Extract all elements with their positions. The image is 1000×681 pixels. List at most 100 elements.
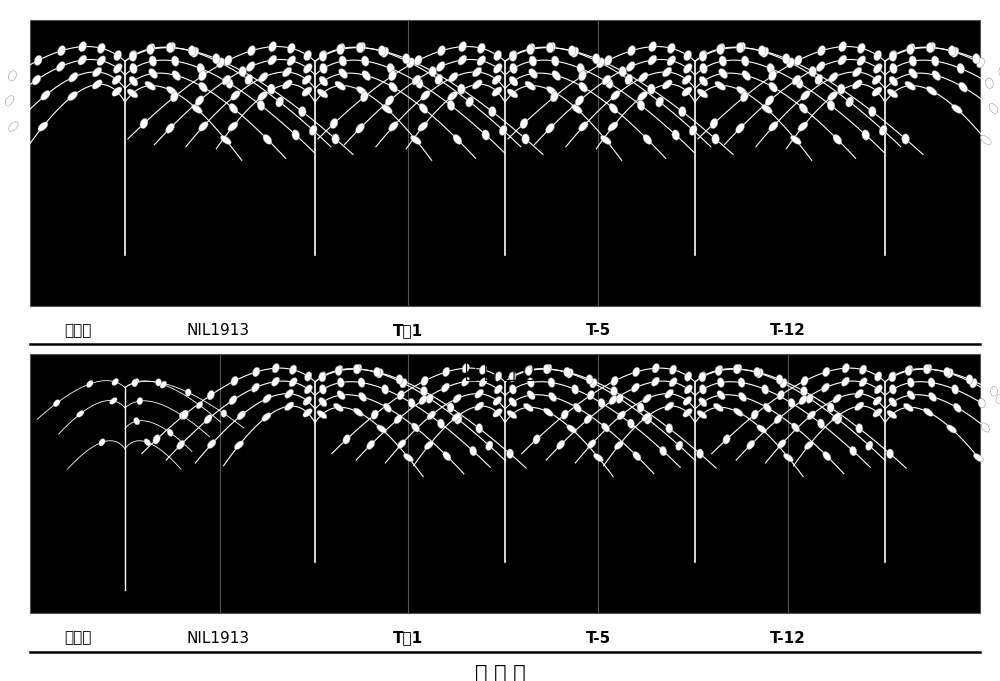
Ellipse shape (999, 66, 1000, 77)
Ellipse shape (443, 367, 450, 377)
Ellipse shape (809, 66, 816, 77)
Ellipse shape (199, 82, 208, 92)
Ellipse shape (839, 42, 847, 52)
Ellipse shape (776, 375, 783, 384)
Ellipse shape (319, 76, 328, 86)
Ellipse shape (631, 383, 640, 392)
Ellipse shape (625, 74, 633, 84)
Ellipse shape (633, 452, 641, 460)
Ellipse shape (626, 61, 635, 72)
Ellipse shape (907, 44, 914, 54)
Ellipse shape (86, 380, 93, 387)
Ellipse shape (320, 63, 327, 74)
Ellipse shape (662, 80, 672, 89)
Ellipse shape (268, 55, 277, 65)
Ellipse shape (944, 367, 951, 377)
Ellipse shape (251, 383, 260, 392)
Ellipse shape (801, 376, 808, 385)
Ellipse shape (335, 366, 342, 376)
Ellipse shape (132, 379, 139, 385)
Ellipse shape (421, 376, 428, 385)
Ellipse shape (374, 367, 381, 377)
Ellipse shape (358, 378, 365, 387)
Ellipse shape (509, 373, 516, 382)
Ellipse shape (383, 403, 391, 412)
Ellipse shape (144, 439, 151, 446)
Ellipse shape (736, 42, 744, 53)
Ellipse shape (339, 56, 347, 66)
Ellipse shape (762, 385, 769, 394)
Ellipse shape (170, 92, 178, 102)
Ellipse shape (56, 61, 65, 72)
Ellipse shape (787, 58, 795, 68)
Ellipse shape (355, 364, 362, 374)
Ellipse shape (447, 100, 455, 110)
Ellipse shape (222, 75, 231, 85)
Ellipse shape (584, 415, 592, 424)
Ellipse shape (207, 440, 216, 449)
Ellipse shape (458, 84, 465, 94)
Ellipse shape (302, 87, 312, 96)
Ellipse shape (605, 78, 613, 89)
Ellipse shape (453, 134, 462, 144)
Ellipse shape (697, 89, 708, 98)
Ellipse shape (285, 390, 294, 398)
Ellipse shape (715, 365, 723, 375)
Ellipse shape (397, 390, 404, 400)
Ellipse shape (185, 389, 191, 396)
Ellipse shape (873, 396, 882, 405)
Ellipse shape (112, 379, 119, 385)
Ellipse shape (887, 449, 894, 458)
Ellipse shape (319, 385, 326, 394)
Ellipse shape (643, 134, 652, 144)
Ellipse shape (754, 367, 761, 377)
Ellipse shape (806, 394, 813, 403)
Ellipse shape (841, 377, 850, 386)
Ellipse shape (925, 364, 932, 374)
Ellipse shape (411, 136, 421, 144)
Ellipse shape (890, 63, 897, 74)
Ellipse shape (269, 42, 277, 52)
Ellipse shape (137, 397, 143, 405)
Ellipse shape (614, 441, 624, 449)
Ellipse shape (905, 365, 913, 375)
Ellipse shape (747, 441, 755, 449)
Ellipse shape (665, 390, 674, 398)
Ellipse shape (458, 55, 467, 65)
Ellipse shape (923, 364, 930, 374)
Ellipse shape (412, 75, 421, 85)
Ellipse shape (947, 425, 957, 433)
Ellipse shape (857, 43, 865, 53)
Ellipse shape (130, 63, 137, 74)
Ellipse shape (257, 100, 265, 110)
Ellipse shape (376, 368, 383, 378)
Ellipse shape (224, 55, 232, 65)
Bar (30, 20, 980, 306)
Ellipse shape (741, 56, 749, 66)
Ellipse shape (817, 419, 825, 428)
Ellipse shape (586, 375, 593, 384)
Ellipse shape (597, 58, 605, 68)
Ellipse shape (977, 58, 985, 68)
Ellipse shape (823, 367, 830, 377)
Ellipse shape (507, 449, 514, 458)
Ellipse shape (285, 402, 294, 411)
Text: 十和田: 十和田 (64, 631, 92, 646)
Ellipse shape (782, 54, 790, 64)
Ellipse shape (447, 402, 454, 413)
Ellipse shape (873, 409, 882, 417)
Ellipse shape (684, 385, 692, 394)
Ellipse shape (981, 136, 991, 144)
Ellipse shape (529, 69, 538, 78)
Ellipse shape (472, 67, 482, 77)
Ellipse shape (9, 122, 18, 131)
Ellipse shape (258, 91, 268, 101)
Ellipse shape (276, 97, 284, 107)
Ellipse shape (287, 43, 295, 53)
Ellipse shape (304, 50, 312, 61)
Ellipse shape (217, 58, 225, 68)
Ellipse shape (239, 66, 246, 77)
Ellipse shape (388, 71, 396, 81)
Ellipse shape (905, 366, 912, 376)
Ellipse shape (579, 122, 588, 131)
